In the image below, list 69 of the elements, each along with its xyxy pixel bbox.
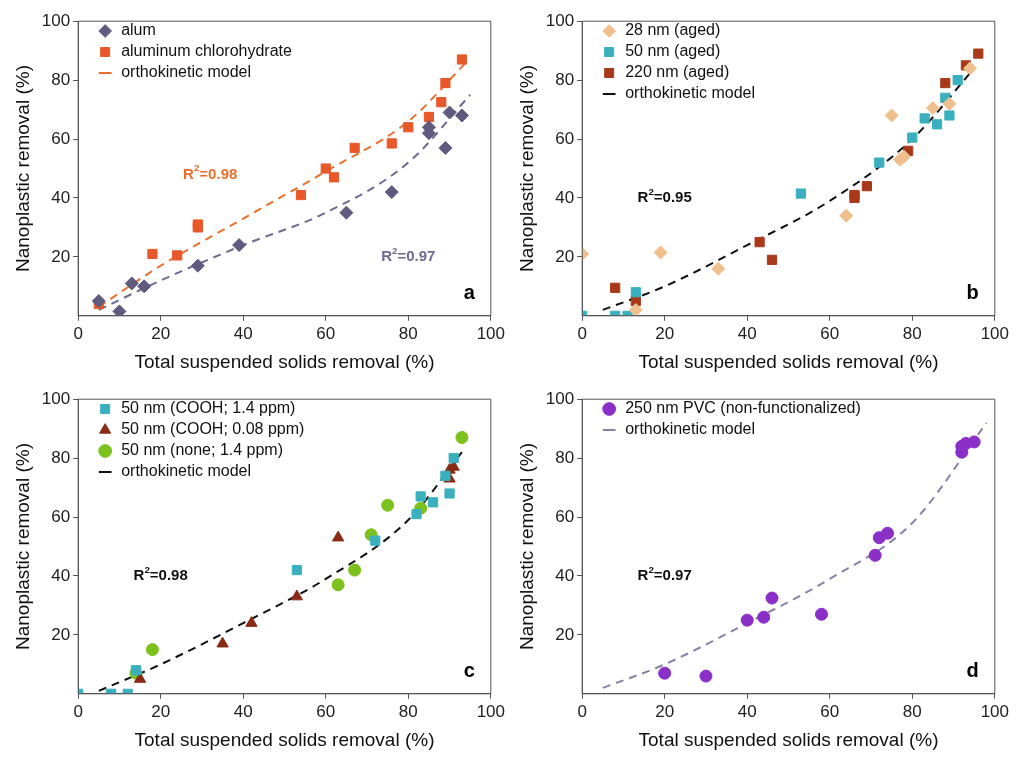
annotation: a [463,281,476,304]
x-tick-label: 0 [577,323,587,343]
x-axis-title: Total suspended solids removal (%) [638,728,939,750]
y-tick-label: 100 [545,388,575,408]
annotation: c [463,659,475,682]
annotation: b [966,281,979,304]
x-tick-label: 0 [73,701,83,721]
x-tick-label: 60 [316,323,336,343]
x-tick-label: 60 [820,323,840,343]
legend-label: 50 nm (COOH; 1.4 ppm) [121,399,296,417]
x-tick-label: 80 [398,701,418,721]
y-tick-label: 20 [555,624,575,644]
y-tick-label: 80 [51,69,71,89]
legend-label: 220 nm (aged) [625,63,730,81]
legend-label: orthokinetic model [625,84,756,102]
x-tick-label: 40 [233,323,253,343]
legend-label: 28 nm (aged) [625,21,721,39]
x-axis-title: Total suspended solids removal (%) [638,350,939,372]
y-tick-label: 40 [555,565,575,585]
x-axis-title: Total suspended solids removal (%) [134,728,435,750]
x-tick-label: 100 [980,701,1010,721]
y-tick-label: 40 [51,187,71,207]
y-axis-title: Nanoplastic removal (%) [515,65,537,272]
y-tick-label: 100 [545,10,575,30]
y-tick-label: 20 [51,246,71,266]
y-tick-label: 20 [51,624,71,644]
annotation: d [966,659,979,682]
y-axis-title: Nanoplastic removal (%) [11,443,33,650]
x-tick-label: 60 [820,701,840,721]
y-tick-label: 20 [555,246,575,266]
x-axis-title: Total suspended solids removal (%) [134,350,435,372]
x-tick-label: 0 [577,701,587,721]
x-tick-label: 80 [398,323,418,343]
y-axis-title: Nanoplastic removal (%) [11,65,33,272]
y-tick-label: 40 [555,187,575,207]
legend-label: orthokinetic model [121,462,252,480]
x-tick-label: 0 [73,323,83,343]
legend-label: aluminum chlorohydrate [121,42,293,60]
legend-label: 50 nm (aged) [625,42,721,60]
y-tick-label: 100 [41,10,71,30]
x-tick-label: 60 [316,701,336,721]
legend-label: 50 nm (none; 1.4 ppm) [121,441,284,459]
x-tick-label: 100 [476,701,506,721]
y-tick-label: 40 [51,565,71,585]
x-tick-label: 100 [980,323,1010,343]
x-tick-label: 80 [902,701,922,721]
x-tick-label: 20 [655,701,675,721]
y-tick-label: 60 [555,128,575,148]
y-tick-label: 60 [51,506,71,526]
legend-label: 250 nm PVC (non-functionalized) [625,399,861,417]
x-tick-label: 20 [151,323,171,343]
legend-label: alum [121,21,156,39]
y-tick-label: 80 [51,447,71,467]
x-tick-label: 20 [655,323,675,343]
y-tick-label: 60 [51,128,71,148]
x-tick-label: 40 [737,323,757,343]
legend-label: 50 nm (COOH; 0.08 ppm) [121,420,305,438]
x-tick-label: 80 [902,323,922,343]
x-tick-label: 40 [737,701,757,721]
x-tick-label: 100 [476,323,506,343]
y-tick-label: 60 [555,506,575,526]
x-tick-label: 20 [151,701,171,721]
y-tick-label: 100 [41,388,71,408]
x-tick-label: 40 [233,701,253,721]
legend-label: orthokinetic model [625,420,756,438]
y-tick-label: 80 [555,69,575,89]
y-tick-label: 80 [555,447,575,467]
y-axis-title: Nanoplastic removal (%) [515,443,537,650]
legend-label: orthokinetic model [121,63,252,81]
